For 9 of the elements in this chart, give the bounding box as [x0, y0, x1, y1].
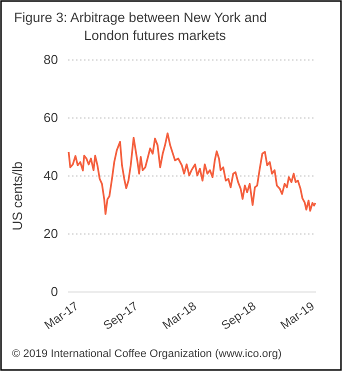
line-series — [68, 132, 316, 215]
y-axis-title: US cents/lb — [10, 161, 25, 231]
y-tick-label: 20 — [44, 226, 58, 242]
y-tick-label: 80 — [44, 52, 58, 68]
y-tick-label: 40 — [44, 168, 58, 184]
y-tick-label: 0 — [50, 284, 58, 300]
chart-title: Figure 3: Arbitrage between New York and London futures markets — [14, 10, 267, 43]
y-tick-label: 60 — [44, 110, 58, 126]
text: © 2019 International Coffee Organization (www.ico.org) — [12, 348, 282, 360]
